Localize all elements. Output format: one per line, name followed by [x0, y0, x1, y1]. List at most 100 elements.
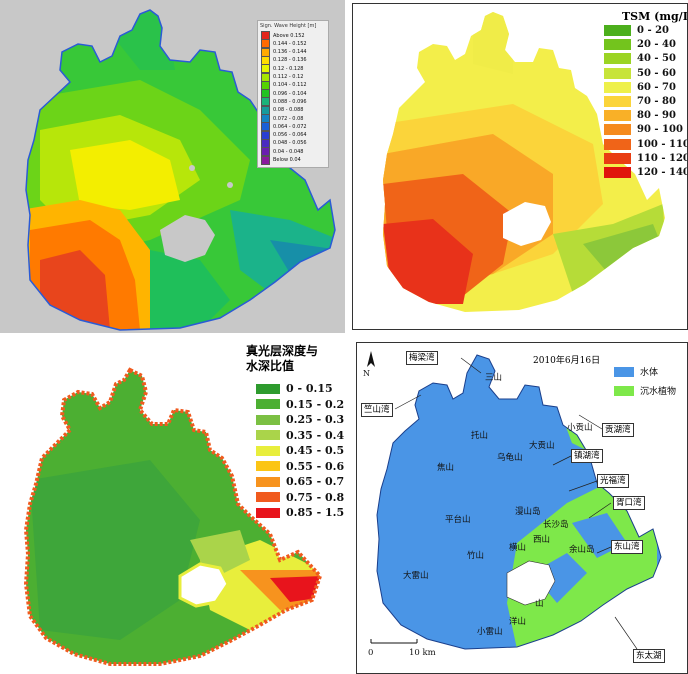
wave-legend-label: 0.104 - 0.112 [273, 82, 307, 89]
tsm-legend-swatch [604, 124, 631, 136]
dagongshan-label: 大贡山 [529, 441, 555, 451]
tsm-legend-swatch [604, 152, 631, 164]
tsm-legend-label: 70 - 80 [637, 96, 676, 107]
changsha-island-label: 长沙岛 [543, 520, 569, 530]
euphotic-legend-item: 0.15 - 0.25 [256, 398, 345, 411]
euphotic-legend-label: 0.85 - 1.5 [286, 506, 345, 519]
tsm-legend: TSM (mg/L) 0 - 20 20 - 40 40 - 50 50 - 60 60… [604, 10, 688, 178]
tsm-legend-item: 100 - 110 [604, 138, 688, 150]
wave-legend-item: Below 0.04 [261, 155, 301, 165]
euphotic-legend-swatch [256, 383, 280, 394]
yangshan-label: 洋山 [509, 617, 527, 627]
tsm-legend-label: 100 - 110 [637, 138, 688, 150]
tsm-legend-item: 80 - 90 [604, 110, 676, 122]
wave-legend-swatch [261, 155, 270, 165]
tsm-legend-item: 90 - 100 [604, 124, 683, 136]
wave-legend-label: 0.144 - 0.152 [273, 40, 307, 47]
euphotic-legend-item: 0.85 - 1.5 [256, 506, 344, 519]
mantan-island-label: 漫山岛 [515, 507, 541, 517]
tsm-legend-item: 0 - 20 [604, 25, 669, 36]
euphotic-legend-label: 0.25 - 0.35 [286, 413, 345, 426]
jiaoshan-label: 焦山 [437, 463, 455, 473]
euphotic-legend-label: 0.75 - 0.85 [286, 490, 345, 504]
tsm-legend-item: 50 - 60 [604, 67, 676, 79]
wave-legend-label: 0.136 - 0.144 [273, 49, 307, 56]
tsm-legend-item: 20 - 40 [604, 39, 676, 51]
tsm-legend-title: TSM (mg/L) [622, 10, 687, 23]
euphotic-legend-item: 0.45 - 0.55 [256, 444, 345, 457]
euphotic-legend-swatch [256, 507, 280, 518]
euphotic-ratio-map-panel: 真光层深度与 水深比值 0 - 0.15 0.15 - 0.25 0.25 - 0.… [0, 340, 345, 670]
vegetation-map-panel: N 0 10 km 2010年6月16日 水体 沉水植物 梅梁湾 竺山湾 贡湖湾 … [356, 342, 688, 674]
tsm-legend-label: 80 - 90 [637, 110, 676, 122]
tsm-legend-swatch [604, 67, 631, 79]
hengshan-label: 横山 [509, 543, 527, 553]
pingtaishan-label: 平台山 [445, 515, 471, 525]
sanshan-label: 三山 [485, 373, 503, 383]
north-label: N [363, 369, 370, 378]
euphotic-legend-label: 0.55 - 0.65 [286, 459, 345, 473]
euphotic-legend-swatch [256, 430, 280, 440]
tsm-legend-swatch [604, 167, 631, 178]
euphotic-legend-swatch [256, 414, 280, 425]
tsm-legend-item: 110 - 120 [604, 152, 688, 164]
wave-legend-label: 0.088 - 0.096 [273, 98, 307, 105]
tsm-legend-swatch [604, 81, 631, 93]
euphotic-legend-swatch [256, 476, 280, 487]
euphotic-legend-swatch [256, 399, 280, 409]
wave-height-legend: Sign. Wave Height [m] Above 0.152 0.144 -… [257, 20, 329, 168]
euphotic-legend-item: 0.75 - 0.85 [256, 491, 345, 504]
zhushan-bay-label: 竺山湾 [361, 403, 393, 417]
wave-legend-label: 0.064 - 0.072 [273, 123, 307, 130]
zhushan-hill-label: 竹山 [467, 551, 485, 561]
vegetation-legend-label: 水体 [640, 368, 659, 378]
east-taihu-label: 东太湖 [633, 649, 665, 663]
wave-legend-label: 0.128 - 0.136 [273, 57, 307, 64]
euphotic-legend-item: 0.25 - 0.35 [256, 413, 345, 426]
wave-legend-label: 0.072 - 0.08 [273, 115, 304, 122]
tsm-legend-label: 120 - 140 [637, 167, 688, 178]
tsm-map-panel: TSM (mg/L) 0 - 20 20 - 40 40 - 50 50 - 60 60… [352, 3, 688, 330]
euphotic-legend-label: 0.35 - 0.45 [286, 428, 345, 442]
tuoshan-label: 托山 [471, 431, 489, 441]
meiliang-bay-label: 梅梁湾 [406, 351, 438, 365]
xiaogongshan-label: 小贡山 [567, 423, 593, 433]
vegetation-legend-swatch [614, 385, 634, 396]
tsm-legend-item: 70 - 80 [604, 96, 676, 107]
wave-legend-label: 0.04 - 0.048 [273, 148, 304, 155]
euphotic-legend-swatch [256, 445, 280, 456]
north-arrow-icon [367, 351, 375, 367]
euphotic-legend-title-line2: 水深比值 [246, 359, 295, 373]
tsm-legend-label: 20 - 40 [637, 39, 676, 51]
tsm-legend-item: 60 - 70 [604, 81, 676, 93]
scale-end-label: 10 km [409, 648, 436, 658]
wave-legend-label: 0.048 - 0.056 [273, 140, 307, 147]
euphotic-legend-item: 0 - 0.15 [256, 382, 333, 395]
wave-legend-label: Below 0.04 [273, 157, 301, 163]
tsm-legend-swatch [604, 110, 631, 122]
xukou-bay-label: 胥口湾 [613, 496, 645, 510]
zhenhu-bay-label: 镇湖湾 [571, 449, 603, 463]
tsm-legend-item: 40 - 50 [604, 53, 676, 65]
tsm-legend-swatch [604, 138, 631, 150]
tsm-legend-swatch [604, 39, 631, 51]
euphotic-legend-swatch [256, 492, 280, 502]
vegetation-legend-label: 沉水植物 [640, 387, 677, 397]
tsm-legend-swatch [604, 53, 631, 65]
tsm-legend-label: 0 - 20 [637, 25, 669, 36]
tsm-legend-label: 50 - 60 [637, 67, 676, 79]
euphotic-legend-item: 0.35 - 0.45 [256, 429, 345, 442]
wave-legend-label: 0.056 - 0.064 [273, 132, 307, 139]
tsm-legend-label: 60 - 70 [637, 81, 676, 93]
euphotic-legend: 真光层深度与 水深比值 0 - 0.15 0.15 - 0.25 0.25 - 0.… [246, 344, 345, 524]
tsm-legend-label: 110 - 120 [637, 152, 688, 164]
wave-height-map-panel: Sign. Wave Height [m] Above 0.152 0.144 -… [0, 0, 345, 333]
dongshan-bay-label: 东山湾 [611, 540, 643, 554]
map-date: 2010年6月16日 [533, 356, 601, 366]
tsm-map [383, 12, 665, 312]
tsm-legend-swatch [604, 25, 631, 36]
euphotic-legend-item: 0.65 - 0.75 [256, 475, 345, 488]
shan-label: 山 [535, 599, 544, 609]
xishan-label: 西山 [533, 535, 551, 545]
euphotic-legend-label: 0.65 - 0.75 [286, 475, 345, 488]
